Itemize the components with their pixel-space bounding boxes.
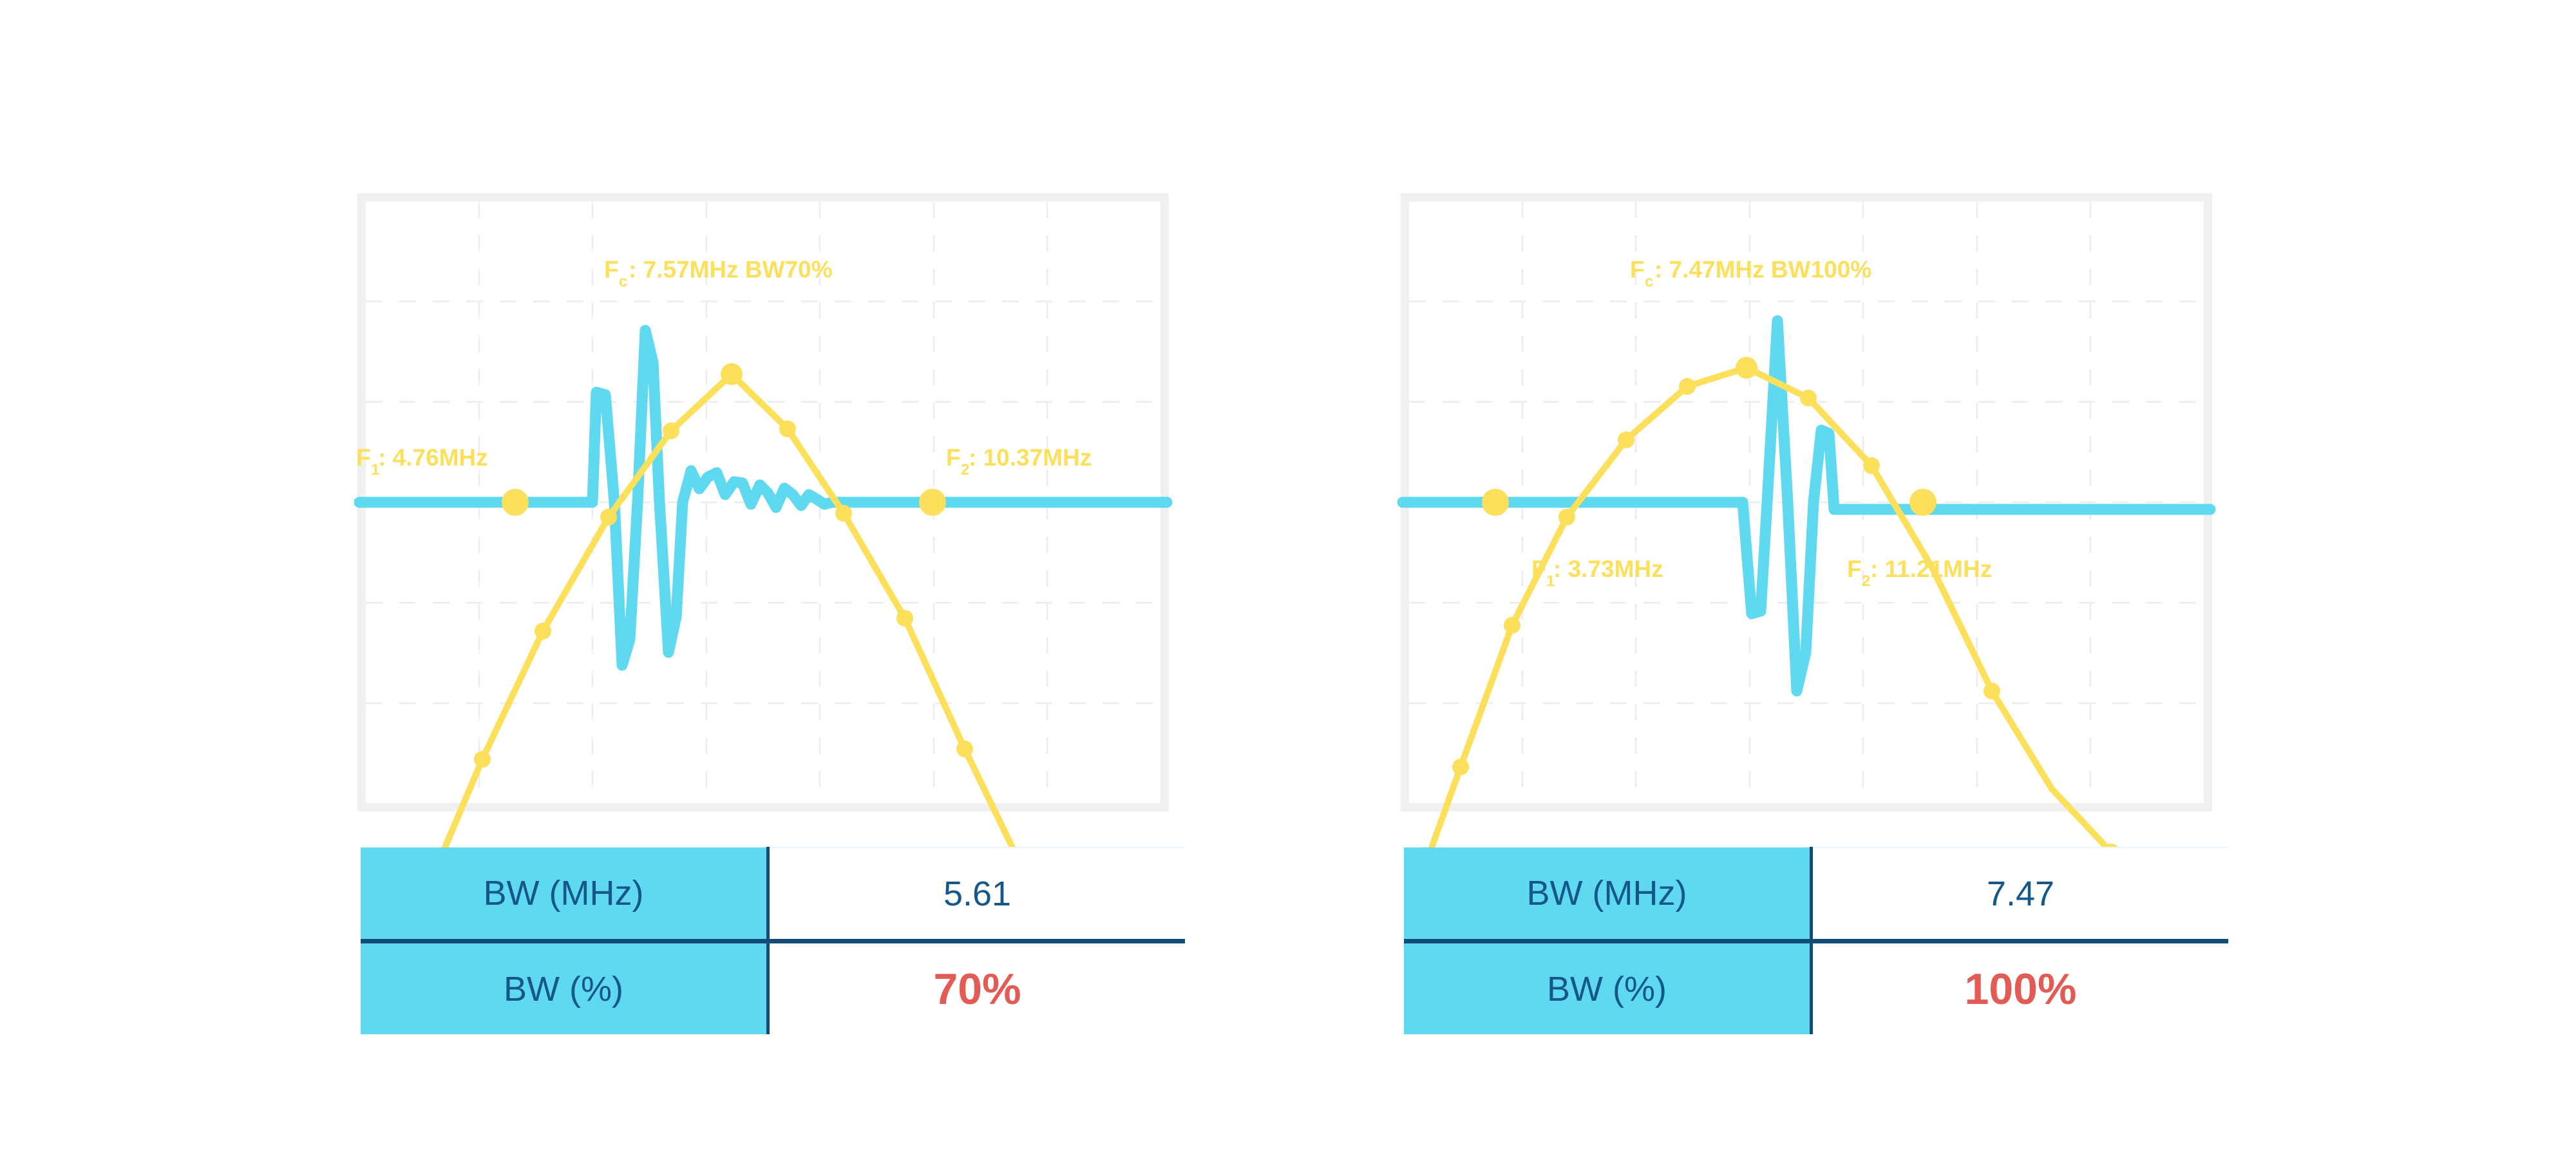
spectrum-trace (1407, 364, 2114, 910)
bw-pct-value-cell: 100% (1811, 941, 2228, 1034)
annotation-f2-text: : 11.21MHz (1870, 556, 1992, 582)
annotation-fc-text: : 7.57MHz BW70% (629, 256, 833, 283)
annotation-f1-prefix: F (356, 444, 371, 471)
annotation-fc: F c : 7.47MHz BW100% (1630, 256, 1871, 290)
annotation-f1: F 1 : 4.76MHz (356, 444, 488, 478)
annotation-f2-subscript: 2 (1862, 572, 1870, 590)
cutoff-markers (1482, 489, 1937, 516)
annotation-f1-subscript: 1 (1546, 572, 1555, 590)
bw-mhz-value: 5.61 (943, 874, 1012, 913)
spectrum-markers (474, 363, 973, 768)
annotation-f1-subscript: 1 (371, 461, 379, 478)
annotation-f1-prefix: F (1531, 556, 1546, 582)
bw-mhz-value-cell: 7.47 (1811, 847, 2228, 943)
marker-f1 (1482, 489, 1509, 516)
bw-mhz-value: 7.47 (1986, 874, 2055, 913)
marker-f2 (1909, 489, 1937, 516)
marker-f2 (919, 489, 946, 516)
bw-pct-label: BW (%) (1404, 941, 1813, 1034)
pulse-echo-trace (1397, 315, 2216, 697)
marker-f1 (502, 489, 529, 516)
annotation-fc-prefix: F (1630, 256, 1645, 283)
cutoff-markers (502, 489, 946, 516)
bw-mhz-label: BW (MHz) (361, 847, 770, 943)
annotation-f2-prefix: F (946, 444, 961, 471)
bw-pct-value: 70% (933, 964, 1021, 1014)
bw-mhz-value-cell: 5.61 (768, 847, 1185, 943)
chart-frame-left: F c : 7.57MHz BW70% F 1 : 4.76MHz F 2 : … (354, 193, 1173, 907)
chart-frame-right: F c : 7.47MHz BW100% F 1 : 3.73MHz F 2 :… (1397, 193, 2216, 910)
bw-table-right: BW (MHz) 7.47 BW (%) 100% (1404, 847, 2228, 1034)
chart-left: F c : 7.57MHz BW70% F 1 : 4.76MHz F 2 : … (354, 202, 1173, 907)
annotation-fc-text: : 7.47MHz BW100% (1654, 256, 1871, 283)
bw-pct-label: BW (%) (361, 941, 770, 1034)
annotation-f2: F 2 : 11.21MHz (1847, 556, 1992, 590)
panel-right: F c : 7.47MHz BW100% F 1 : 3.73MHz F 2 :… (1333, 0, 2428, 1154)
table-row: BW (%) 100% (1404, 941, 2228, 1034)
table-row: BW (MHz) 5.61 (361, 847, 1185, 943)
panel-left: F c : 7.57MHz BW70% F 1 : 4.76MHz F 2 : … (290, 0, 1385, 1154)
table-row: BW (MHz) 7.47 (1404, 847, 2228, 943)
bw-mhz-label: BW (MHz) (1404, 847, 1813, 943)
annotation-fc-subscript: c (1645, 273, 1653, 290)
annotation-f2-prefix: F (1847, 556, 1862, 582)
chart-right: F c : 7.47MHz BW100% F 1 : 3.73MHz F 2 :… (1397, 202, 2216, 910)
annotation-f1-text: : 3.73MHz (1553, 556, 1663, 582)
annotation-f1: F 1 : 3.73MHz (1531, 556, 1663, 590)
annotation-f2-subscript: 2 (961, 461, 969, 478)
annotation-f2-text: : 10.37MHz (969, 444, 1092, 471)
annotation-f1-text: : 4.76MHz (378, 444, 488, 471)
annotation-f2: F 2 : 10.37MHz (946, 444, 1092, 478)
bw-pct-value: 100% (1964, 964, 2077, 1014)
annotation-fc-subscript: c (619, 273, 627, 290)
annotation-fc: F c : 7.57MHz BW70% (604, 256, 833, 290)
annotation-fc-prefix: F (604, 256, 619, 283)
table-row: BW (%) 70% (361, 941, 1185, 1034)
bw-pct-value-cell: 70% (768, 941, 1185, 1034)
bw-table-left: BW (MHz) 5.61 BW (%) 70% (361, 847, 1185, 1034)
pulse-echo-trace (354, 325, 1173, 671)
